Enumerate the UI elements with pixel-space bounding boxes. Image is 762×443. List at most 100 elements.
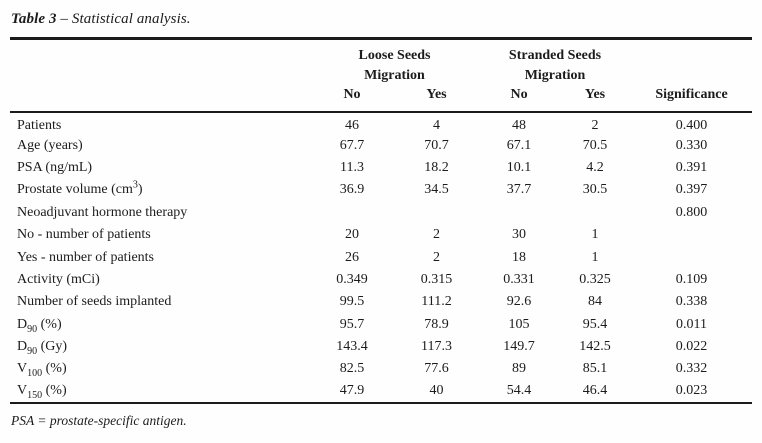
cell-value: 40 [429, 383, 444, 399]
cell-value: 4 [433, 117, 440, 133]
cell-value: 2 [591, 117, 599, 133]
cell-value: 117.3 [421, 339, 452, 355]
header-group-loose-line2: Migration [364, 68, 425, 83]
table-footnote: PSA = prostate-specific antigen. [11, 413, 187, 429]
row-label-part: 90 [27, 345, 38, 357]
row-label-part: Neoadjuvant hormone therapy [17, 204, 188, 220]
cell-value: 30.5 [582, 182, 608, 198]
cell-value: 105 [508, 316, 530, 332]
table-body: Patients 46 4 48 2 0.400 Age (years) 67.7 70.7 67… [10, 112, 752, 403]
cell-value: 26 [345, 249, 359, 265]
row-label: V150 (%) [10, 381, 310, 403]
cell-value: 82.5 [339, 361, 365, 377]
cell-value: 0.391 [675, 159, 708, 175]
table-title-caption: – Statistical analysis. [60, 11, 191, 27]
row-label-part: D [17, 339, 28, 355]
row-label: Yes - number of patients [10, 246, 310, 268]
row-label-part: ) [137, 182, 143, 198]
cell-value: 0.011 [676, 316, 707, 332]
row-label-part: (Gy) [37, 339, 68, 355]
cell-value: 0.800 [675, 204, 708, 220]
row-label-part: 90 [27, 323, 38, 335]
cell-value: 67.7 [339, 137, 365, 153]
row-label-part: Number of seeds implanted [17, 294, 172, 310]
row-label-part: Activity (mCi) [17, 271, 100, 287]
header-empty-corner [10, 39, 310, 87]
table-row: Prostate volume (cm3) 36.9 34.5 37.7 30.5 0.3… [10, 179, 752, 201]
cell-value: 54.4 [506, 383, 532, 399]
cell-value: 85.1 [582, 361, 608, 377]
row-label-part: V [17, 361, 28, 377]
row-label-part: 3 [132, 179, 138, 191]
table-header: Loose Seeds Migration Stranded Seeds Mig… [10, 39, 753, 113]
cell-value: 18.2 [424, 159, 449, 175]
table-row: Yes - number of patients 26 2 18 1 [10, 246, 752, 268]
cell-value: 84 [588, 294, 603, 310]
header-group-stranded-seeds: Stranded Seeds Migration [479, 39, 631, 87]
cell-value: 78.9 [424, 316, 449, 332]
cell-value: 89 [512, 361, 527, 377]
header-group-loose-seeds: Loose Seeds Migration [310, 39, 479, 87]
row-label: D90 (Gy) [10, 336, 310, 358]
cell-value: 0.349 [336, 271, 368, 287]
cell-value: 0.330 [675, 137, 708, 153]
cell-value: 0.397 [675, 182, 708, 198]
row-label: Activity (mCi) [10, 269, 310, 291]
cell-value [394, 202, 479, 224]
table-row: No - number of patients 20 2 30 1 [10, 224, 752, 246]
cell-value: 0.022 [675, 339, 708, 355]
cell-value: 92.6 [506, 294, 532, 310]
cell-value: 95.7 [339, 316, 365, 332]
row-label-part: V [17, 383, 28, 399]
row-label-part: Patients [17, 117, 62, 133]
row-label: Number of seeds implanted [10, 291, 310, 313]
header-loose-no: No [310, 86, 394, 113]
cell-value: 18 [512, 249, 527, 265]
table-row: Age (years) 67.7 70.7 67.1 70.5 0.330 [10, 134, 752, 156]
cell-value: 0.338 [675, 294, 708, 310]
cell-value [559, 202, 631, 224]
table-row: Number of seeds implanted 99.5 111.2 92.6 84… [10, 291, 752, 313]
cell-value: 67.1 [506, 137, 532, 153]
cell-value: 0.023 [675, 383, 708, 399]
cell-value [631, 246, 752, 268]
cell-value: 34.5 [424, 182, 449, 198]
header-group-loose-line1: Loose Seeds [358, 48, 431, 63]
cell-value: 10.1 [506, 159, 532, 175]
row-label: D90 (%) [10, 314, 310, 336]
row-label-part: D [17, 316, 28, 332]
row-label-part: (%) [42, 383, 67, 399]
row-label-part: 100 [27, 368, 43, 380]
header-significance: Significance [631, 86, 753, 113]
table-row: V150 (%) 47.9 40 54.4 46.4 0.023 [10, 381, 752, 403]
header-stranded-no: No [479, 86, 560, 113]
row-label-part: PSA (ng/mL) [17, 159, 93, 175]
cell-value: 11.3 [340, 159, 364, 175]
table-row: Patients 46 4 48 2 0.400 [10, 112, 752, 134]
row-label: Neoadjuvant hormone therapy [10, 202, 310, 224]
cell-value: 30 [512, 227, 527, 243]
cell-value: 149.7 [503, 339, 535, 355]
cell-value: 77.6 [424, 361, 449, 377]
row-label: No - number of patients [10, 224, 310, 246]
cell-value: 99.5 [339, 294, 365, 310]
cell-value [310, 202, 394, 224]
table-row: PSA (ng/mL) 11.3 18.2 10.1 4.2 0.391 [10, 157, 752, 179]
cell-value: 95.4 [582, 316, 608, 332]
table-title: Table 3 – Statistical analysis. [0, 0, 762, 28]
cell-value: 4.2 [586, 159, 604, 175]
header-empty-label [10, 86, 310, 113]
cell-value: 143.4 [336, 339, 368, 355]
row-label: V100 (%) [10, 358, 310, 380]
row-label-part: Yes - number of patients [17, 249, 155, 265]
cell-value: 0.332 [675, 361, 708, 377]
row-label: Patients [10, 112, 310, 134]
statistical-analysis-table: Loose Seeds Migration Stranded Seeds Mig… [10, 37, 753, 405]
cell-value: 20 [345, 227, 359, 243]
table-row: D90 (Gy) 143.4 117.3 149.7 142.5 0.022 [10, 336, 752, 358]
row-label-part: Age (years) [17, 137, 83, 153]
cell-value: 0.400 [675, 117, 708, 133]
cell-value: 0.325 [579, 271, 611, 287]
row-label-part: Prostate volume (cm [17, 182, 133, 198]
cell-value: 37.7 [506, 182, 532, 198]
